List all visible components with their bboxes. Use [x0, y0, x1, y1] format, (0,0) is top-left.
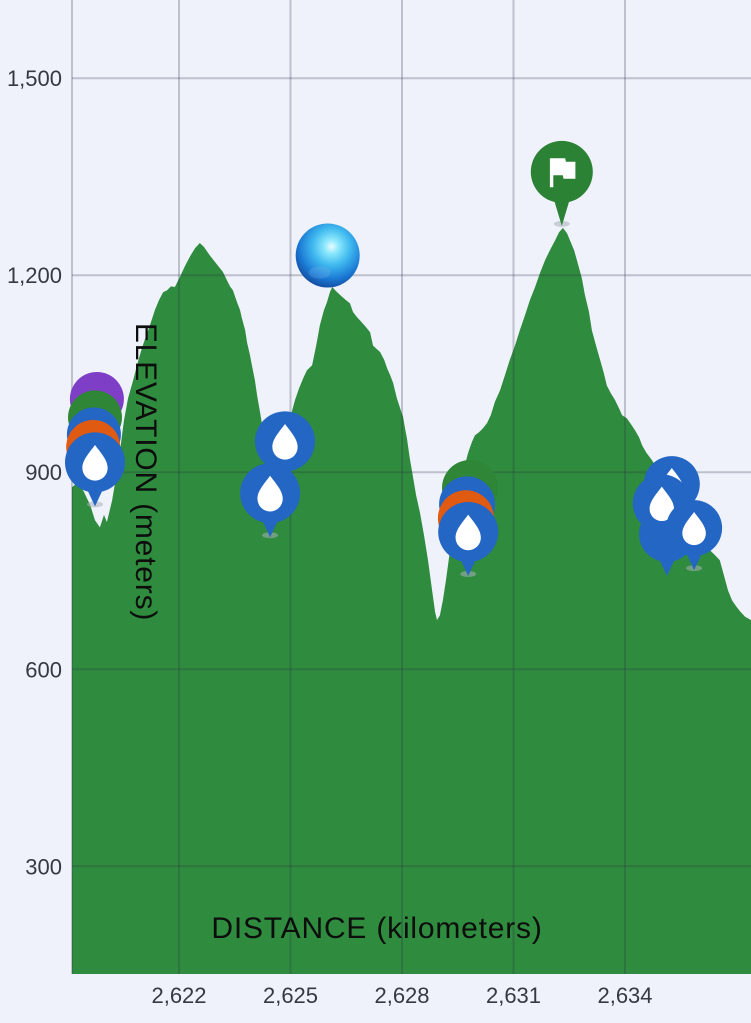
y-tick-label: 1,200: [7, 263, 62, 288]
sphere-marker: [295, 223, 360, 288]
water-drop-icon: [455, 514, 481, 551]
y-tick-label: 600: [25, 657, 62, 682]
water-drop-icon: [272, 424, 298, 460]
waypoint-pin-blue[interactable]: [240, 463, 301, 539]
flag-pin-tail: [552, 195, 571, 226]
flag-icon: [549, 158, 576, 188]
x-tick-label: 2,622: [151, 983, 206, 1008]
y-tick-label: 1,500: [7, 66, 62, 91]
y-tick-label: 300: [25, 854, 62, 879]
water-drop-icon: [257, 475, 283, 512]
water-drop-icon: [82, 445, 108, 481]
x-axis-title: DISTANCE (kilometers): [211, 912, 542, 945]
waypoint-pin-blue[interactable]: [666, 500, 723, 572]
x-tick-label: 2,634: [597, 983, 652, 1008]
waypoint-markers: [65, 140, 723, 577]
y-tick-label: 900: [25, 460, 62, 485]
elevation-area: [72, 227, 751, 974]
x-tick-label: 2,631: [486, 983, 541, 1008]
axis-labels: ELEVATION (meters) DISTANCE (kilometers): [129, 323, 542, 945]
water-drop-icon: [682, 511, 706, 546]
y-axis-title: ELEVATION (meters): [129, 323, 162, 621]
waypoint-pin-blue[interactable]: [438, 502, 499, 577]
waypoint-pin-blue[interactable]: [255, 411, 315, 486]
water-drop-icon: [649, 486, 675, 522]
elevation-area-layer: [72, 227, 751, 974]
waypoint-pin-blue[interactable]: [65, 432, 125, 508]
sphere-glow: [308, 266, 331, 279]
waypoint-flag[interactable]: [530, 140, 593, 227]
tick-labels: 2,622 2,625 2,628 2,631 2,634 300 600 900 1,200 1…: [7, 66, 653, 1008]
x-tick-label: 2,628: [374, 983, 429, 1008]
x-tick-label: 2,625: [263, 983, 318, 1008]
gridlines: [71, 0, 751, 974]
waypoint-sphere[interactable]: [295, 223, 360, 288]
